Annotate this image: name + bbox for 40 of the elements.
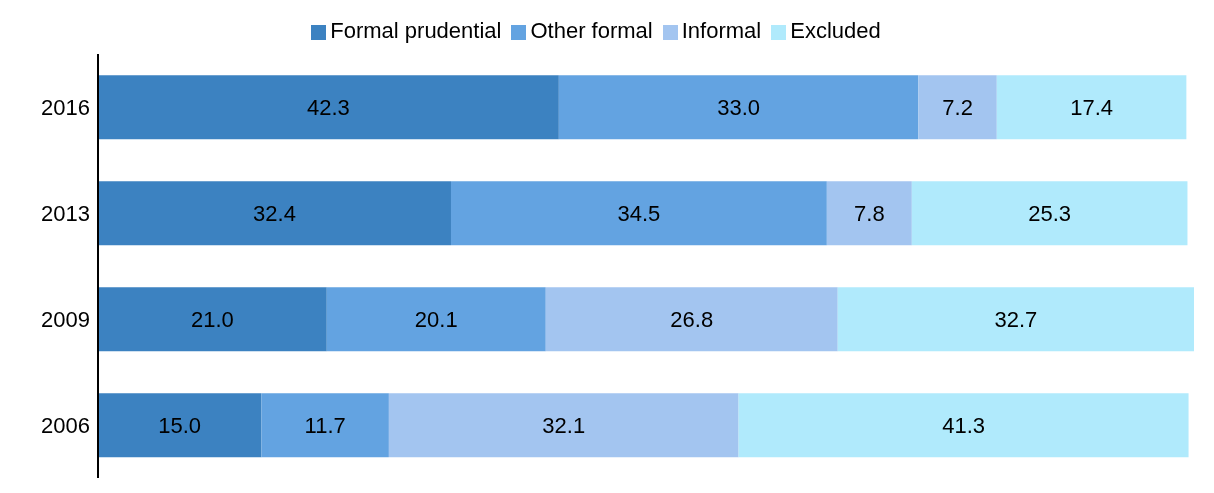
data-label: 11.7 bbox=[304, 412, 346, 438]
y-tick-label: 2013 bbox=[41, 200, 90, 226]
bar bbox=[558, 75, 919, 140]
y-tick-label: 2009 bbox=[41, 306, 90, 332]
bar bbox=[326, 287, 546, 352]
data-label: 32.1 bbox=[542, 412, 586, 438]
data-label: 41.3 bbox=[942, 412, 985, 438]
data-label: 32.4 bbox=[253, 200, 296, 226]
bar bbox=[837, 287, 1194, 352]
bar bbox=[98, 75, 559, 140]
bar bbox=[388, 393, 739, 458]
legend-label: Informal bbox=[681, 18, 762, 43]
bar bbox=[545, 287, 838, 352]
legend-label: Excluded bbox=[790, 18, 881, 43]
legend-label: Formal prudential bbox=[330, 18, 502, 43]
bar bbox=[918, 75, 997, 140]
bar bbox=[738, 393, 1189, 458]
legend-label: Other formal bbox=[530, 18, 653, 43]
data-label: 34.5 bbox=[617, 200, 661, 226]
data-label: 25.3 bbox=[1028, 200, 1072, 226]
data-label: 21.0 bbox=[190, 306, 234, 332]
bar bbox=[996, 75, 1187, 140]
data-label: 32.7 bbox=[994, 306, 1038, 332]
bar bbox=[826, 181, 912, 246]
data-label: 20.1 bbox=[414, 306, 458, 332]
data-label: 42.3 bbox=[307, 94, 350, 120]
bar bbox=[98, 393, 262, 458]
data-label: 15.0 bbox=[158, 412, 202, 438]
bar bbox=[911, 181, 1188, 246]
data-label: 26.8 bbox=[670, 306, 714, 332]
bar bbox=[98, 287, 327, 352]
data-label: 33.0 bbox=[717, 94, 761, 120]
bar bbox=[261, 393, 389, 458]
bar bbox=[450, 181, 827, 246]
data-label: 7.2 bbox=[942, 94, 973, 120]
y-tick-label: 2006 bbox=[41, 412, 90, 438]
data-label: 17.4 bbox=[1070, 94, 1113, 120]
bar bbox=[98, 181, 451, 246]
data-label: 7.8 bbox=[854, 200, 885, 226]
y-tick-label: 2016 bbox=[41, 94, 90, 120]
